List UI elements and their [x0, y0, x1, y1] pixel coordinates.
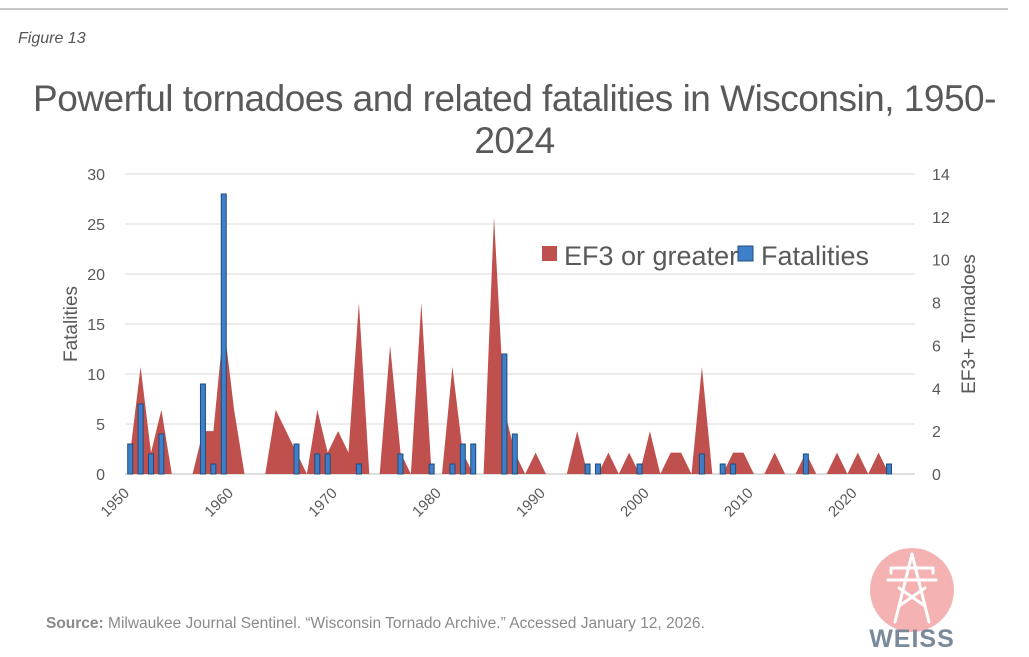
fatalities-bar	[449, 463, 456, 475]
ef3-area-segment	[566, 431, 588, 474]
fatalities-bar	[730, 463, 737, 475]
logo-circle	[870, 548, 954, 632]
fatalities-bar	[428, 463, 435, 475]
x-tick-label: 1990	[513, 485, 549, 521]
fatalities-bar	[470, 443, 477, 475]
y-left-tick-label: 20	[87, 267, 105, 284]
ef3-area-segment	[306, 302, 370, 474]
source-note: Source: Milwaukee Journal Sentinel. “Wis…	[46, 613, 786, 635]
ef3-area-segment	[598, 452, 619, 474]
fatalities-bar	[210, 463, 217, 475]
y-left-tick-label: 10	[87, 367, 105, 384]
y-right-tick-label: 8	[932, 296, 941, 313]
fatalities-bar	[802, 453, 809, 475]
logo-text: WEISS	[869, 625, 955, 653]
y-right-tick-label: 10	[932, 253, 950, 270]
y-right-tick-label: 6	[932, 338, 941, 355]
y-right-tick-label: 14	[932, 167, 950, 184]
x-tick-label: 1970	[305, 485, 341, 521]
legend-label-ef3: EF3 or greater	[564, 241, 738, 271]
x-tick-label: 2020	[825, 485, 861, 521]
fatalities-bar	[459, 443, 466, 475]
ef3-area-segment	[764, 452, 786, 474]
x-tick-label: 2000	[617, 485, 653, 521]
ef3-area-segment	[618, 452, 640, 474]
y-right-tick-label: 12	[932, 210, 950, 227]
fatalities-bar	[137, 403, 144, 475]
fatalities-bar	[324, 453, 331, 475]
x-tick-label: 1950	[97, 485, 133, 521]
fatalities-bar	[636, 463, 643, 475]
figure-label: Figure 13	[18, 30, 86, 47]
ef3-area-segment	[265, 409, 307, 474]
ef3-area-segment	[379, 345, 411, 474]
ef3-area-segment	[826, 452, 848, 474]
fatalities-bar	[314, 453, 321, 475]
ef3-area-segment	[847, 452, 869, 474]
top-divider	[0, 8, 1008, 10]
fatalities-bar	[158, 433, 165, 475]
y-right-tick-label: 0	[932, 467, 941, 484]
y-left-tick-label: 0	[96, 467, 105, 484]
fatalities-bar	[511, 433, 518, 475]
y-right-axis-title: EF3+ Tornadoes	[959, 254, 980, 394]
fatalities-bar	[501, 353, 508, 475]
fatalities-bar	[594, 463, 601, 475]
legend-label-fatalities: Fatalities	[761, 241, 869, 271]
power-tower-icon	[886, 552, 938, 624]
ef3-area-segment	[525, 452, 546, 474]
ef3-area-segment	[868, 452, 889, 474]
chart-title: Powerful tornadoes and related fatalitie…	[33, 78, 996, 161]
ef3-area-segment	[691, 366, 713, 474]
y-left-tick-label: 30	[87, 167, 105, 184]
x-tick-label: 1960	[201, 485, 237, 521]
source-label: Source:	[46, 615, 104, 632]
fatalities-bar	[293, 443, 300, 475]
ef3-area-segment	[722, 452, 754, 474]
legend-swatch-ef3	[542, 246, 557, 261]
legend-swatch-fatalities	[737, 245, 754, 262]
ef3-area-segment	[660, 452, 692, 474]
fatalities-bar	[397, 453, 404, 475]
fatalities-bar	[584, 463, 591, 475]
ef3-area-segment	[639, 431, 661, 474]
ef3-area-segment	[483, 216, 526, 474]
fatalities-bar	[220, 193, 227, 475]
fatalities-bar	[127, 443, 134, 475]
fatalities-bar	[147, 453, 154, 475]
ef3-area-segment	[442, 366, 474, 474]
source-text: Milwaukee Journal Sentinel. “Wisconsin T…	[108, 615, 705, 632]
fatalities-bar	[719, 463, 726, 475]
ef3-area-segment	[410, 302, 432, 474]
x-tick-label: 1980	[409, 485, 445, 521]
fatalities-bar	[355, 463, 362, 475]
y-left-axis-title: Fatalities	[61, 286, 82, 362]
y-right-tick-label: 2	[932, 424, 941, 441]
y-right-tick-label: 4	[932, 381, 941, 398]
y-left-tick-label: 15	[87, 317, 105, 334]
weiss-logo: WEISS	[869, 548, 955, 653]
fatalities-bar	[698, 453, 705, 475]
y-left-tick-label: 25	[87, 217, 105, 234]
x-tick-label: 2010	[721, 485, 757, 521]
fatalities-bar	[199, 383, 206, 475]
fatalities-bar	[886, 463, 893, 475]
y-left-tick-label: 5	[96, 417, 105, 434]
